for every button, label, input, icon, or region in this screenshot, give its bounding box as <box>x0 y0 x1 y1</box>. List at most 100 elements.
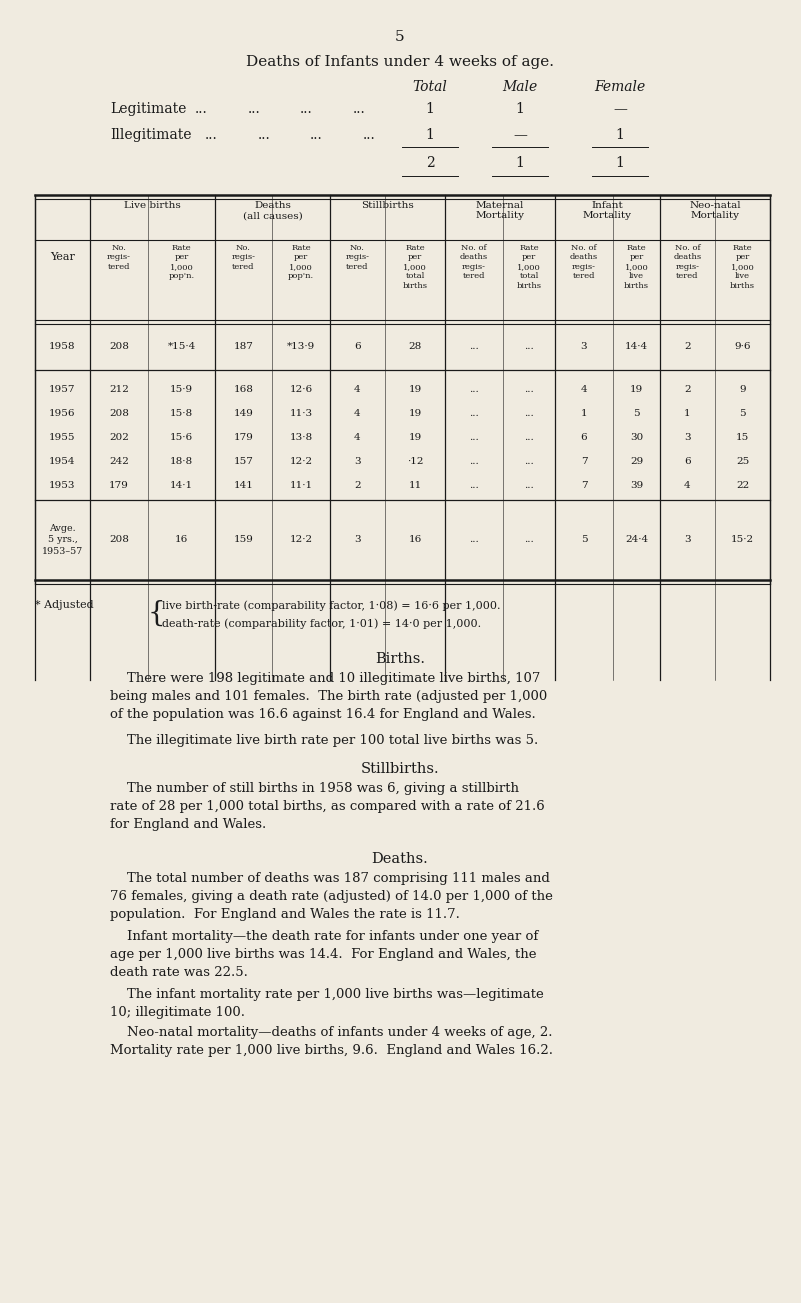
Text: The total number of deaths was 187 comprising 111 males and
76 females, giving a: The total number of deaths was 187 compr… <box>110 872 553 921</box>
Text: 141: 141 <box>234 482 253 490</box>
Text: live birth-rate (comparability factor, 1·08) = 16·6 per 1,000.: live birth-rate (comparability factor, 1… <box>162 599 501 611</box>
Text: 202: 202 <box>109 434 129 443</box>
Text: Infant
Mortality: Infant Mortality <box>583 201 632 220</box>
Text: 12·2: 12·2 <box>289 536 312 545</box>
Text: Total: Total <box>413 79 448 94</box>
Text: ...: ... <box>353 102 366 116</box>
Text: 1954: 1954 <box>49 457 76 466</box>
Text: 22: 22 <box>736 482 749 490</box>
Text: No. of
deaths
regis-
tered: No. of deaths regis- tered <box>674 244 702 280</box>
Text: 13·8: 13·8 <box>289 434 312 443</box>
Text: ...: ... <box>469 482 479 490</box>
Text: There were 198 legitimate and 10 illegitimate live births, 107
being males and 1: There were 198 legitimate and 10 illegit… <box>110 672 547 721</box>
Text: ...: ... <box>524 536 534 545</box>
Text: 9·6: 9·6 <box>735 343 751 352</box>
Text: 212: 212 <box>109 386 129 395</box>
Text: 5: 5 <box>581 536 587 545</box>
Text: 242: 242 <box>109 457 129 466</box>
Text: 39: 39 <box>630 482 643 490</box>
Text: 15·2: 15·2 <box>731 536 754 545</box>
Text: ...: ... <box>248 102 261 116</box>
Text: ...: ... <box>524 434 534 443</box>
Text: 5: 5 <box>739 409 746 418</box>
Text: Rate
per
1,000
live
births: Rate per 1,000 live births <box>730 244 755 291</box>
Text: —: — <box>513 128 527 142</box>
Text: death-rate (comparability factor, 1·01) = 14·0 per 1,000.: death-rate (comparability factor, 1·01) … <box>162 618 481 628</box>
Text: 159: 159 <box>234 536 253 545</box>
Text: Male: Male <box>502 79 537 94</box>
Text: *13·9: *13·9 <box>287 343 315 352</box>
Text: 7: 7 <box>581 457 587 466</box>
Text: The number of still births in 1958 was 6, giving a stillbirth
rate of 28 per 1,0: The number of still births in 1958 was 6… <box>110 782 545 831</box>
Text: 14·4: 14·4 <box>625 343 648 352</box>
Text: 19: 19 <box>409 409 421 418</box>
Text: 1953: 1953 <box>49 482 76 490</box>
Text: ...: ... <box>195 102 207 116</box>
Text: No.
regis-
tered: No. regis- tered <box>345 244 369 271</box>
Text: ...: ... <box>469 457 479 466</box>
Text: 6: 6 <box>684 457 690 466</box>
Text: Avge.
5 yrs.,
1953–57: Avge. 5 yrs., 1953–57 <box>42 524 83 555</box>
Text: 1: 1 <box>516 102 525 116</box>
Text: 11·3: 11·3 <box>289 409 312 418</box>
Text: 1: 1 <box>425 128 434 142</box>
Text: 187: 187 <box>234 343 253 352</box>
Text: Births.: Births. <box>375 652 425 666</box>
Text: 29: 29 <box>630 457 643 466</box>
Text: 7: 7 <box>581 482 587 490</box>
Text: 14·1: 14·1 <box>170 482 193 490</box>
Text: 11: 11 <box>409 482 421 490</box>
Text: ...: ... <box>469 434 479 443</box>
Text: 16: 16 <box>175 536 188 545</box>
Text: 3: 3 <box>354 536 360 545</box>
Text: Neo-natal
Mortality: Neo-natal Mortality <box>689 201 741 220</box>
Text: 1: 1 <box>615 156 625 169</box>
Text: Neo-natal mortality—deaths of infants under 4 weeks of age, 2.
Mortality rate pe: Neo-natal mortality—deaths of infants un… <box>110 1025 553 1057</box>
Text: 157: 157 <box>234 457 253 466</box>
Text: ...: ... <box>524 409 534 418</box>
Text: 2: 2 <box>684 386 690 395</box>
Text: Legitimate: Legitimate <box>110 102 187 116</box>
Text: No. of
deaths
regis-
tered: No. of deaths regis- tered <box>570 244 598 280</box>
Text: 3: 3 <box>581 343 587 352</box>
Text: 6: 6 <box>581 434 587 443</box>
Text: 3: 3 <box>354 457 360 466</box>
Text: 1: 1 <box>581 409 587 418</box>
Text: No.
regis-
tered: No. regis- tered <box>107 244 131 271</box>
Text: 149: 149 <box>234 409 253 418</box>
Text: 15: 15 <box>736 434 749 443</box>
Text: The infant mortality rate per 1,000 live births was—legitimate
10; illegitimate : The infant mortality rate per 1,000 live… <box>110 988 544 1019</box>
Text: 30: 30 <box>630 434 643 443</box>
Text: 4: 4 <box>354 409 360 418</box>
Text: Year: Year <box>50 253 75 262</box>
Text: 208: 208 <box>109 343 129 352</box>
Text: Deaths of Infants under 4 weeks of age.: Deaths of Infants under 4 weeks of age. <box>246 55 554 69</box>
Text: No.
regis-
tered: No. regis- tered <box>231 244 256 271</box>
Text: Female: Female <box>594 79 646 94</box>
Text: 179: 179 <box>109 482 129 490</box>
Text: 3: 3 <box>684 536 690 545</box>
Text: ...: ... <box>524 386 534 395</box>
Text: 28: 28 <box>409 343 421 352</box>
Text: 2: 2 <box>425 156 434 169</box>
Text: Infant mortality—the death rate for infants under one year of
age per 1,000 live: Infant mortality—the death rate for infa… <box>110 930 538 979</box>
Text: 4: 4 <box>354 386 360 395</box>
Text: ...: ... <box>469 343 479 352</box>
Text: ·12: ·12 <box>407 457 423 466</box>
Text: 4: 4 <box>581 386 587 395</box>
Text: 208: 208 <box>109 409 129 418</box>
Text: * Adjusted: * Adjusted <box>35 599 94 610</box>
Text: 1956: 1956 <box>49 409 76 418</box>
Text: ...: ... <box>258 128 271 142</box>
Text: 24·4: 24·4 <box>625 536 648 545</box>
Text: Rate
per
1,000
total
births: Rate per 1,000 total births <box>517 244 541 291</box>
Text: 1: 1 <box>516 156 525 169</box>
Text: ...: ... <box>469 409 479 418</box>
Text: 5: 5 <box>633 409 640 418</box>
Text: 208: 208 <box>109 536 129 545</box>
Text: 1: 1 <box>615 128 625 142</box>
Text: 168: 168 <box>234 386 253 395</box>
Text: 1: 1 <box>684 409 690 418</box>
Text: Rate
per
1,000
live
births: Rate per 1,000 live births <box>624 244 649 291</box>
Text: ...: ... <box>524 482 534 490</box>
